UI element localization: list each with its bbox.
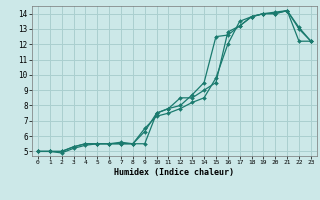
X-axis label: Humidex (Indice chaleur): Humidex (Indice chaleur)	[115, 168, 234, 177]
